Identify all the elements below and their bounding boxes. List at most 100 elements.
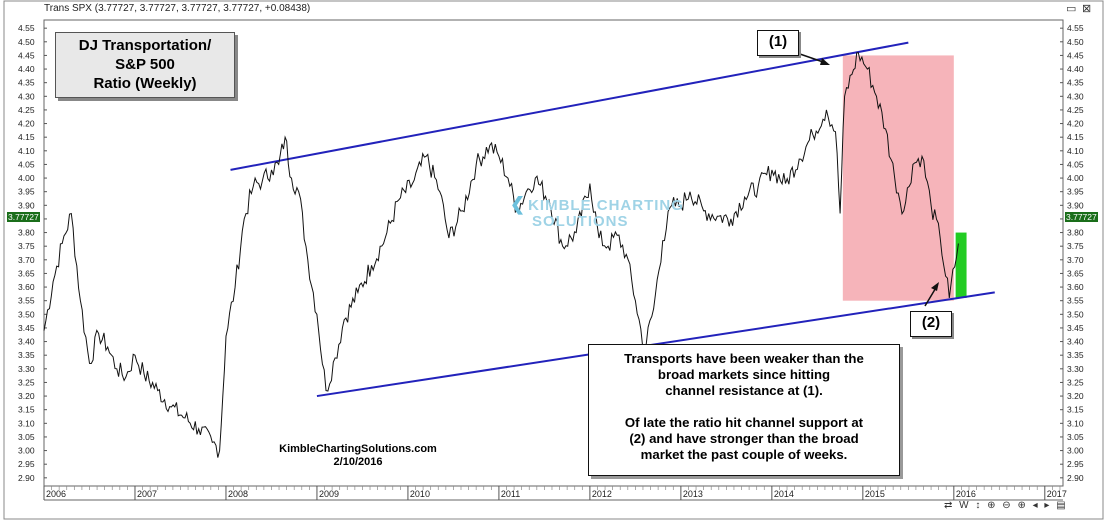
channel-resistance-line (230, 41, 909, 171)
y-tick-label-left: 4.10 (18, 146, 35, 156)
y-tick-label-left: 3.05 (18, 432, 35, 442)
y-tick-label-right: 4.45 (1067, 50, 1084, 60)
y-tick-label-right: 3.90 (1067, 200, 1084, 210)
x-axis: 2006 2007 2008 2009 2010 2011 2012 2013 2014 2015… (43, 486, 1067, 501)
credit-site: KimbleChartingSolutions.com (279, 443, 437, 455)
y-tick-label-right: 4.00 (1067, 173, 1084, 183)
y-tick-label-left: 3.25 (18, 377, 35, 387)
arrow-2-head (931, 282, 939, 291)
last-value-tag-left: 3.77727 (7, 212, 40, 222)
y-tick-label-left: 3.10 (18, 418, 35, 428)
chart-title-line2: S&P 500 (115, 56, 175, 73)
y-tick-label-right: 3.60 (1067, 282, 1084, 292)
chart-title-line1: DJ Transportation/ (78, 37, 212, 54)
chart-title-box: DJ Transportation/ S&P 500 Ratio (Weekly… (55, 32, 235, 98)
y-tick-label-left: 4.55 (18, 23, 35, 33)
y-tick-label-left: 4.20 (18, 119, 35, 129)
y-tick-label-left: 3.90 (18, 200, 35, 210)
x-tick-label: 2008 (228, 489, 248, 499)
y-tick-label-left: 3.15 (18, 405, 35, 415)
y-tick-label-left: 3.55 (18, 296, 35, 306)
note-line6: market the past couple of weeks. (640, 447, 848, 462)
y-tick-label-right: 4.30 (1067, 91, 1084, 101)
y-tick-label-left: 4.30 (18, 91, 35, 101)
y-tick-label-right: 4.55 (1067, 23, 1084, 33)
y-tick-label-right: 4.05 (1067, 159, 1084, 169)
y-tick-label-right: 4.25 (1067, 105, 1084, 115)
x-tick-label: 2012 (592, 489, 612, 499)
y-tick-label-right: 3.45 (1067, 323, 1084, 333)
y-tick-label-right: 3.65 (1067, 268, 1084, 278)
last-value-tag-right: 3.77727 (1065, 212, 1098, 222)
zones (842, 55, 967, 301)
close-icon[interactable]: ⊠ (1082, 3, 1092, 15)
series-line-ratio (43, 52, 959, 458)
y-tick-label-left: 4.35 (18, 78, 35, 88)
y-tick-label-left: 4.15 (18, 132, 35, 142)
y-tick-label-right: 3.55 (1067, 296, 1084, 306)
y-tick-label-left: 2.90 (18, 473, 35, 483)
y-tick-label-right: 3.75 (1067, 241, 1084, 251)
arrow-1-head (820, 58, 830, 65)
note-line4: Of late the ratio hit channel support at (624, 415, 864, 430)
y-tick-label-right: 4.40 (1067, 64, 1084, 74)
y-tick-label-right: 3.80 (1067, 228, 1084, 238)
y-tick-label-right: 3.70 (1067, 255, 1084, 265)
y-tick-label-left: 3.95 (18, 187, 35, 197)
y-tick-label-right: 3.40 (1067, 337, 1084, 347)
credit-date: 2/10/2016 (333, 456, 383, 468)
chart-header-title: Trans SPX (3.77727, 3.77727, 3.77727, 3.… (44, 3, 311, 14)
label-point-2: (2) (910, 311, 952, 337)
watermark-arrow-icon: ❮ (510, 194, 527, 214)
y-tick-label-right: 3.10 (1067, 418, 1084, 428)
minimize-icon[interactable]: ▭ (1066, 3, 1077, 15)
decline-zone (842, 55, 954, 301)
y-tick-label-right: 3.25 (1067, 377, 1084, 387)
y-tick-label-left: 3.45 (18, 323, 35, 333)
commentary-box: Transports have been weaker than the bro… (588, 344, 900, 476)
y-tick-label-right: 3.05 (1067, 432, 1084, 442)
y-tick-label-right: 4.50 (1067, 37, 1084, 47)
y-tick-label-right: 4.20 (1067, 119, 1084, 129)
y-axis-left: 2.90 2.95 3.00 3.05 3.10 3.15 3.20 3.25 3.30 3.35… (18, 23, 47, 483)
y-tick-label-left: 4.50 (18, 37, 35, 47)
y-tick-label-right: 3.20 (1067, 391, 1084, 401)
x-tick-label: 2016 (956, 489, 976, 499)
watermark-line1: KIMBLE CHARTING (528, 197, 684, 214)
y-tick-label-left: 3.35 (18, 350, 35, 360)
y-tick-label-right: 2.95 (1067, 459, 1084, 469)
x-tick-label: 2013 (683, 489, 703, 499)
x-tick-label: 2015 (865, 489, 885, 499)
label-point-1: (1) (757, 30, 799, 56)
x-tick-label: 2007 (137, 489, 157, 499)
y-tick-label-left: 3.00 (18, 446, 35, 456)
note-line5: (2) and have stronger than the broad (629, 431, 859, 446)
y-tick-label-right: 4.10 (1067, 146, 1084, 156)
x-tick-label: 2006 (46, 489, 66, 499)
y-tick-label-right: 3.35 (1067, 350, 1084, 360)
y-tick-label-left: 4.45 (18, 50, 35, 60)
y-tick-label-left: 4.00 (18, 173, 35, 183)
x-tick-label: 2009 (319, 489, 339, 499)
y-tick-label-right: 3.00 (1067, 446, 1084, 456)
x-tick-label: 2014 (774, 489, 794, 499)
y-tick-label-left: 3.40 (18, 337, 35, 347)
credit-block: KimbleChartingSolutions.com 2/10/2016 (258, 443, 458, 469)
x-tick-label: 2017 (1047, 489, 1067, 499)
y-tick-label-left: 3.70 (18, 255, 35, 265)
y-tick-label-left: 3.30 (18, 364, 35, 374)
note-line3: channel resistance at (1). (665, 383, 823, 398)
y-tick-label-right: 3.30 (1067, 364, 1084, 374)
chart-toolbar[interactable]: ⇄ W ↕ ⊕ ⊖ ⊕ ◂ ▸ ▤ (944, 500, 1068, 511)
y-tick-label-left: 3.60 (18, 282, 35, 292)
y-tick-label-left: 3.75 (18, 241, 35, 251)
y-tick-label-right: 3.15 (1067, 405, 1084, 415)
y-tick-label-left: 3.50 (18, 309, 35, 319)
y-tick-label-right: 4.15 (1067, 132, 1084, 142)
chart-title-line3: Ratio (Weekly) (93, 75, 197, 92)
note-line2: broad markets since hitting (657, 367, 831, 382)
x-tick-label: 2011 (501, 489, 520, 499)
y-tick-label-right: 4.35 (1067, 78, 1084, 88)
y-tick-label-right: 3.50 (1067, 309, 1084, 319)
series-layer (43, 52, 959, 458)
